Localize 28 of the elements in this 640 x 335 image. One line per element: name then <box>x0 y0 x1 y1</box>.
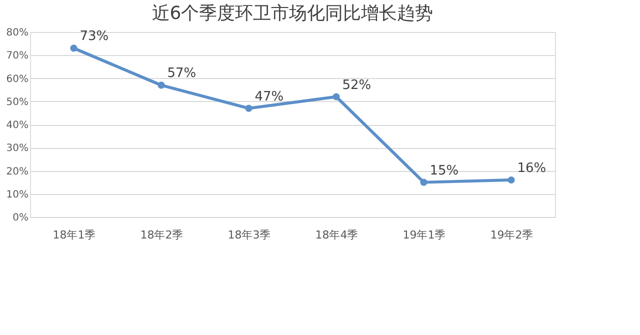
y-tick-label: 50% <box>6 96 28 108</box>
data-label: 15% <box>430 163 459 178</box>
y-tick-label: 80% <box>6 28 28 38</box>
y-tick-label: 30% <box>6 143 28 154</box>
x-tick-label: 19年1季 <box>402 228 446 242</box>
data-label: 16% <box>517 161 546 176</box>
point <box>508 176 515 184</box>
y-tick-label: 0% <box>12 212 28 224</box>
x-tick-label: 18年4季 <box>315 228 358 242</box>
point <box>332 93 340 100</box>
y-tick-label: 60% <box>6 74 28 85</box>
x-tick-label: 18年3季 <box>228 228 271 242</box>
point <box>245 104 252 112</box>
data-label: 57% <box>167 66 196 82</box>
x-tick-label: 18年2季 <box>140 228 184 242</box>
y-tick-label: 20% <box>6 166 28 178</box>
x-tick-label: 18年1季 <box>52 228 96 242</box>
chart-title: 近6个季度环卫市场化同比增长趋势 <box>152 3 434 24</box>
point <box>158 82 165 89</box>
point <box>70 44 78 52</box>
y-tick-label: 70% <box>6 50 28 62</box>
point <box>420 178 428 186</box>
x-tick-label: 19年2季 <box>490 228 534 242</box>
y-tick-label: 40% <box>6 120 28 131</box>
y-tick-label: 10% <box>6 189 28 200</box>
data-label: 52% <box>342 78 372 93</box>
data-label: 47% <box>254 89 284 104</box>
data-label: 73% <box>80 29 109 44</box>
